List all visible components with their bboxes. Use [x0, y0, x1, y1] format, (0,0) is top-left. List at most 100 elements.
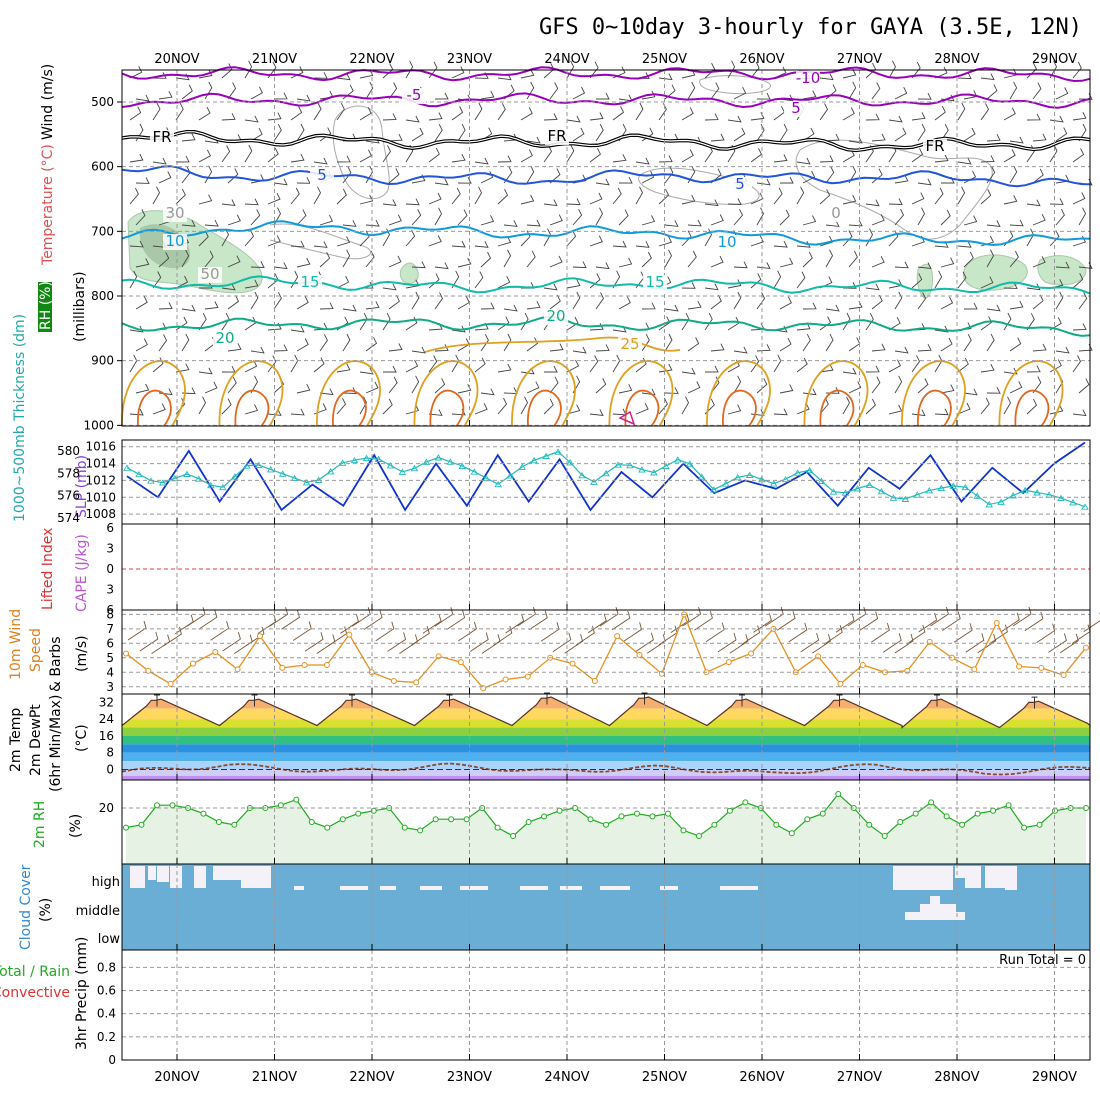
rh2m-point — [633, 810, 640, 817]
wind-barb — [871, 376, 881, 394]
wind-barb — [727, 115, 742, 123]
wind-barb — [589, 409, 604, 417]
contour-label: 0 — [831, 204, 841, 222]
thickness-marker — [877, 487, 886, 495]
wind-barb — [526, 250, 536, 268]
thickness-marker — [542, 452, 550, 459]
wind-barb — [963, 388, 978, 396]
wind-barb — [520, 149, 533, 163]
contour-label-bg — [643, 275, 667, 291]
rh2m-point — [417, 827, 424, 834]
wind-barb — [175, 275, 189, 289]
cloud-clear-patch — [130, 866, 145, 888]
cloud-clear-patch — [157, 866, 169, 882]
wind-barb — [963, 215, 978, 226]
temp2m-tick-label: 24 — [99, 712, 114, 726]
wind-barb — [244, 198, 259, 206]
wind-barb — [1032, 133, 1047, 142]
wind-barb — [474, 102, 483, 121]
contour-label-bg — [402, 88, 426, 104]
wind10m-point — [859, 662, 866, 669]
thickness-marker — [374, 455, 383, 462]
thickness-marker — [626, 461, 634, 469]
wind-barb — [290, 408, 305, 416]
wind-barb — [1032, 294, 1044, 310]
wind-barb — [290, 187, 300, 205]
wind10m-point — [1038, 664, 1045, 671]
wind-barb — [336, 102, 345, 121]
wind-barb — [727, 404, 742, 415]
rh2m-point — [1021, 824, 1028, 831]
wind-barb — [819, 103, 829, 121]
wind-barb — [474, 403, 488, 415]
wind-barb — [152, 186, 161, 205]
wind10m-point — [346, 631, 353, 638]
precip-tick-label: 0.8 — [97, 960, 116, 974]
lifted-tick-label: 3 — [106, 583, 114, 597]
thickness-marker — [470, 468, 479, 475]
wind-barb — [865, 365, 880, 373]
cloud-clear-patch — [660, 886, 678, 890]
wind10m-barb — [623, 622, 643, 642]
wind-barb — [865, 312, 874, 331]
wind-barb — [1072, 61, 1082, 79]
wind-barb — [273, 123, 282, 142]
wind-barb — [957, 72, 972, 80]
wind-barb — [773, 187, 783, 205]
wind-barb — [543, 113, 558, 121]
rh2m-ylabel: 2m RH — [32, 801, 48, 848]
wind-barb — [917, 178, 932, 186]
wind-barb — [158, 252, 170, 268]
wind-barb — [980, 103, 990, 121]
wind-barb — [911, 61, 921, 79]
wind-barb — [618, 209, 629, 226]
wind-barb — [1009, 165, 1018, 184]
temp-maxmin-bar — [739, 694, 745, 707]
wind-barb — [434, 178, 449, 186]
wind-barb — [727, 279, 742, 289]
wind-barb — [934, 270, 943, 289]
wind-barb — [802, 388, 817, 396]
wind-barb — [888, 115, 903, 123]
thickness-marker — [1021, 486, 1029, 494]
rh2m-point — [990, 807, 997, 814]
cloud-clear-patch — [920, 904, 956, 912]
wind-barb — [756, 262, 771, 270]
upper-air-tick-label: 500 — [91, 95, 114, 109]
wind-barb — [250, 291, 259, 310]
thickness-marker — [135, 470, 143, 478]
wind-barb — [963, 333, 972, 352]
rh2m-point — [819, 810, 826, 817]
cloud-clear-patch — [893, 866, 953, 890]
cloud-ylabel: Cloud Cover — [18, 864, 34, 950]
wind-barb — [199, 281, 213, 289]
thickness-marker — [865, 481, 874, 488]
wind10m-point — [748, 650, 755, 657]
cloud-clear-patch — [380, 886, 396, 890]
thickness-marker — [949, 482, 958, 489]
thickness-marker — [590, 478, 598, 485]
wind10m-barb — [788, 622, 808, 643]
wind-barb — [750, 273, 762, 289]
thickness-marker — [350, 456, 359, 464]
wind-barb — [1026, 365, 1041, 373]
contour-label: 10 — [717, 233, 736, 251]
wind-barb — [365, 301, 380, 310]
wind-barb — [612, 187, 622, 205]
wind-barb — [342, 220, 357, 227]
bottom-date-label: 25NOV — [642, 1070, 687, 1085]
wind-barb — [181, 304, 196, 312]
wind-barb — [365, 381, 379, 394]
wind-barb — [411, 261, 426, 269]
contour-label-bg — [213, 331, 237, 347]
rh2m-point — [742, 799, 749, 806]
bottom-date-label: 24NOV — [544, 1070, 589, 1085]
wind-barb — [940, 209, 951, 226]
wind-barb — [641, 251, 652, 268]
wind10m-barb — [894, 633, 914, 654]
wind-barb — [595, 344, 610, 352]
temp-maxmin-bar — [446, 694, 453, 707]
thickness-line — [126, 451, 1086, 508]
wind-contour — [638, 167, 760, 205]
wind-barb — [802, 333, 811, 352]
